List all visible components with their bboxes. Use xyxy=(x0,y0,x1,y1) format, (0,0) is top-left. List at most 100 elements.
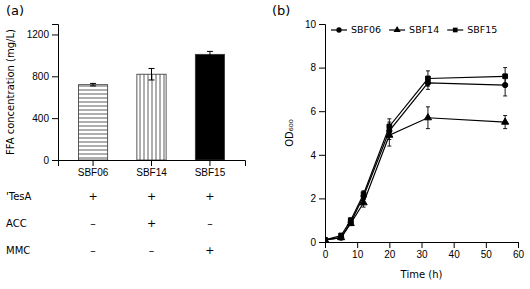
point xyxy=(426,76,431,81)
table: 'TesA+++ACC–+–MMC––+ xyxy=(6,190,215,257)
tick-label: 0 xyxy=(43,155,49,166)
table-cell: + xyxy=(147,190,156,203)
table-cell: + xyxy=(88,190,97,203)
tick-mark xyxy=(319,68,325,69)
tick-mark xyxy=(319,24,325,25)
tick: 30 xyxy=(416,242,428,260)
tick-label: 8 xyxy=(310,62,316,73)
bar xyxy=(195,54,224,160)
error-bar xyxy=(149,68,155,80)
tick-mark xyxy=(319,198,325,199)
tick-mark xyxy=(422,242,423,248)
tick-mark xyxy=(389,242,390,248)
tick-label: 2 xyxy=(310,193,316,204)
error-bar xyxy=(387,119,391,134)
table-cell: – xyxy=(90,217,96,230)
axis-line xyxy=(59,161,246,167)
axis-line xyxy=(326,243,519,249)
tick-mark xyxy=(319,155,325,156)
y-axis-title: FFA concentration (mg/L) xyxy=(5,29,16,155)
tick-label: SBF15 xyxy=(195,167,226,178)
legend: SBF06 SBF14 SBF15 xyxy=(331,24,497,35)
tick: SBF06 xyxy=(78,160,109,178)
tick-mark xyxy=(518,242,519,248)
legend-item: SBF15 xyxy=(447,24,497,35)
point xyxy=(348,218,353,223)
tick: 1200 xyxy=(27,29,58,40)
point xyxy=(503,74,508,79)
legend-marker xyxy=(336,27,341,32)
bars xyxy=(78,51,224,160)
error-bar xyxy=(90,83,96,86)
tick-mark xyxy=(93,160,94,166)
line-panel: 02468100102030405060SBF06SBF14SBF15 xyxy=(305,19,525,260)
table-cell: – xyxy=(207,217,213,230)
tick: 40 xyxy=(449,242,461,260)
tick-mark xyxy=(52,160,58,161)
tick: 50 xyxy=(481,242,493,260)
tick-mark xyxy=(319,111,325,112)
table-row-label: MMC xyxy=(6,245,30,256)
point xyxy=(502,118,509,124)
panel-title: (b) xyxy=(272,3,290,18)
point xyxy=(424,114,431,120)
point xyxy=(361,192,366,197)
tick: 0 xyxy=(43,155,58,166)
table-cell: – xyxy=(149,244,155,257)
legend-label: SBF14 xyxy=(409,24,439,35)
table-cell: + xyxy=(205,244,214,257)
table-cell: + xyxy=(205,190,214,203)
line xyxy=(325,76,505,240)
x-axis: 0102030405060 xyxy=(323,242,525,260)
tick-mark xyxy=(52,76,58,77)
error-bar xyxy=(207,51,213,57)
tick-label: 800 xyxy=(32,71,49,82)
tick: 10 xyxy=(352,242,364,260)
tick: 8 xyxy=(310,62,325,73)
bar xyxy=(137,74,166,160)
bar-panel: 0 400 800 1200 SBF06 SBF14 SBF15 xyxy=(27,25,246,179)
bar xyxy=(78,85,107,160)
panel-title: (a) xyxy=(6,3,24,18)
error-bar xyxy=(362,191,366,198)
tick: 0 xyxy=(310,237,325,248)
tick-label: 60 xyxy=(513,249,525,260)
tick-label: 20 xyxy=(384,249,396,260)
tick-label: 6 xyxy=(310,106,316,117)
tick: 60 xyxy=(513,242,525,260)
y-axis-title: OD₆₀₀ xyxy=(284,119,295,147)
tick-label: 40 xyxy=(449,249,461,260)
tick-label: 50 xyxy=(481,249,493,260)
tick: 800 xyxy=(32,71,58,82)
point xyxy=(338,234,345,240)
tick-label: 10 xyxy=(352,249,364,260)
legend-marker xyxy=(453,28,458,33)
legend-label: SBF15 xyxy=(467,24,497,35)
tick-label: 0 xyxy=(310,237,316,248)
legend-label: SBF06 xyxy=(351,24,381,35)
point xyxy=(339,233,344,238)
lines xyxy=(325,68,509,242)
tick: 400 xyxy=(32,113,58,124)
axis-line xyxy=(52,25,59,161)
tick-label: SBF14 xyxy=(136,167,167,178)
tick-mark xyxy=(486,242,487,248)
tick-mark xyxy=(319,242,325,243)
tick-label: 400 xyxy=(32,113,49,124)
tick-label: 30 xyxy=(416,249,428,260)
table-row-label: 'TesA xyxy=(6,191,32,202)
error-bar xyxy=(349,218,353,222)
tick: 6 xyxy=(310,106,325,117)
tick: 2 xyxy=(310,193,325,204)
tick-label: 10 xyxy=(305,19,317,30)
y-axis: 0 400 800 1200 xyxy=(27,25,59,166)
table-cell: + xyxy=(147,217,156,230)
tick-label: 4 xyxy=(310,150,316,161)
error-bar xyxy=(426,71,430,86)
tick: 4 xyxy=(310,150,325,161)
tick: SBF14 xyxy=(136,160,167,178)
point xyxy=(387,124,392,129)
legend-item: SBF14 xyxy=(389,24,439,35)
tick-mark xyxy=(357,242,358,248)
tick-mark xyxy=(52,34,58,35)
